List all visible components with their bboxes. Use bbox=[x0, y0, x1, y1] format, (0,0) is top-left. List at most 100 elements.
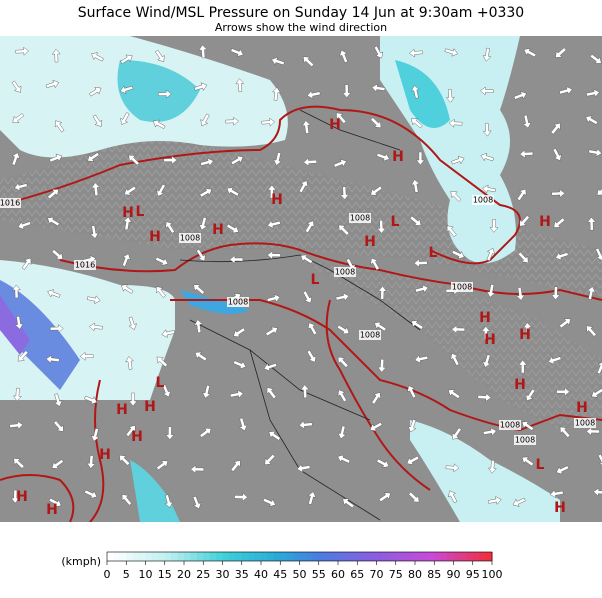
arrow-shape bbox=[165, 426, 175, 440]
wind-arrow bbox=[120, 54, 133, 65]
wind-arrow bbox=[482, 47, 492, 62]
arrow-shape bbox=[128, 316, 137, 330]
colorbar-segment bbox=[107, 552, 114, 561]
wind-arrow bbox=[340, 186, 349, 200]
wind-arrow bbox=[14, 315, 24, 330]
arrow-shape bbox=[378, 492, 391, 502]
colorbar-tick-label: 40 bbox=[254, 568, 268, 581]
colorbar-segment bbox=[139, 552, 146, 561]
wind-arrow bbox=[370, 185, 383, 196]
wind-arrow bbox=[336, 112, 347, 124]
pressure-center: H bbox=[131, 429, 143, 445]
arrow-shape bbox=[298, 180, 309, 193]
arrow-shape bbox=[596, 185, 602, 196]
arrow-shape bbox=[522, 114, 532, 129]
arrow-shape bbox=[156, 183, 166, 197]
arrow-shape bbox=[513, 91, 527, 100]
wind-arrow bbox=[12, 387, 22, 402]
red-sea bbox=[130, 460, 180, 522]
wind-arrow bbox=[486, 247, 496, 262]
wind-arrow bbox=[165, 221, 175, 234]
wind-arrow bbox=[122, 253, 131, 267]
arrow-shape bbox=[377, 358, 387, 373]
wind-arrow bbox=[586, 426, 600, 436]
wind-arrow bbox=[376, 220, 386, 234]
arrow-shape bbox=[338, 224, 350, 236]
colorbar-segment bbox=[479, 552, 487, 561]
arrow-shape bbox=[370, 185, 383, 196]
arrow-shape bbox=[264, 454, 276, 465]
pressure-center: H bbox=[364, 234, 376, 250]
arrow-shape bbox=[482, 47, 492, 62]
colorbar-tick-label: 65 bbox=[350, 568, 364, 581]
colorbar-segment bbox=[427, 552, 435, 561]
arrow-shape bbox=[165, 221, 175, 234]
arrow-shape bbox=[523, 322, 532, 336]
colorbar-tick-label: 75 bbox=[389, 568, 403, 581]
arrow-shape bbox=[199, 428, 212, 438]
arrow-shape bbox=[551, 189, 566, 198]
wind-arrow bbox=[230, 155, 244, 166]
arrow-shape bbox=[161, 329, 176, 338]
arrow-shape bbox=[342, 498, 355, 509]
arrow-shape bbox=[307, 322, 318, 336]
wind-arrow bbox=[163, 155, 178, 165]
colorbar-segment bbox=[459, 552, 467, 561]
arrow-shape bbox=[54, 120, 65, 133]
colorbar-segment bbox=[209, 552, 217, 561]
wind-arrow bbox=[480, 152, 494, 162]
arrow-shape bbox=[261, 117, 276, 127]
arrow-shape bbox=[120, 112, 130, 125]
colorbar-segment bbox=[158, 552, 166, 561]
wind-arrow bbox=[369, 422, 383, 432]
wind-arrow bbox=[587, 286, 596, 300]
arrow-shape bbox=[267, 184, 277, 199]
arrow-shape bbox=[586, 325, 597, 337]
wind-arrow bbox=[11, 284, 21, 299]
arrow-shape bbox=[198, 44, 208, 59]
wind-arrow bbox=[337, 389, 347, 403]
colorbar-segment bbox=[447, 552, 454, 561]
arrow-shape bbox=[125, 356, 134, 370]
arrow-shape bbox=[200, 113, 210, 127]
arrow-shape bbox=[300, 384, 310, 399]
colorbar-segment bbox=[350, 552, 358, 561]
wind-arrow bbox=[446, 225, 457, 237]
wind-arrow bbox=[414, 354, 429, 364]
pressure-center: L bbox=[156, 375, 165, 391]
arrow-shape bbox=[156, 286, 166, 298]
wind-arrow bbox=[125, 425, 136, 437]
wind-arrow bbox=[409, 48, 423, 58]
arrow-shape bbox=[589, 54, 602, 64]
wind-arrow bbox=[156, 183, 166, 197]
wind-arrow bbox=[9, 420, 24, 430]
colorbar-tick-label: 60 bbox=[331, 568, 345, 581]
wind-arrow bbox=[21, 257, 32, 270]
wind-arrow bbox=[483, 427, 497, 437]
wind-arrow bbox=[374, 321, 387, 332]
wind-arrow bbox=[303, 56, 315, 67]
wind-arrow bbox=[12, 113, 25, 123]
wind-arrow bbox=[194, 351, 208, 362]
arrow-shape bbox=[411, 118, 423, 129]
arrow-shape bbox=[445, 463, 460, 473]
colorbar-segment bbox=[241, 552, 249, 561]
arrow-shape bbox=[48, 497, 62, 508]
arrow-shape bbox=[158, 89, 172, 99]
arrow-shape bbox=[53, 393, 63, 407]
arrow-shape bbox=[369, 422, 383, 432]
isobar-label-box bbox=[349, 213, 371, 223]
arrow-shape bbox=[587, 216, 596, 231]
wind-arrow bbox=[229, 389, 244, 399]
arrow-shape bbox=[411, 320, 424, 330]
wind-arrow bbox=[338, 224, 350, 236]
arrow-shape bbox=[452, 427, 462, 440]
arrow-shape bbox=[47, 289, 61, 298]
wind-arrow bbox=[128, 316, 137, 330]
wind-arrow bbox=[264, 454, 276, 465]
wind-arrow bbox=[303, 157, 317, 167]
arrow-shape bbox=[374, 321, 387, 332]
arrow-shape bbox=[450, 190, 462, 202]
legend: (kmph) 0 5 10 15 20 25 30 35 40 45 50 55 60 65 70 75 80 8… bbox=[61, 551, 503, 581]
